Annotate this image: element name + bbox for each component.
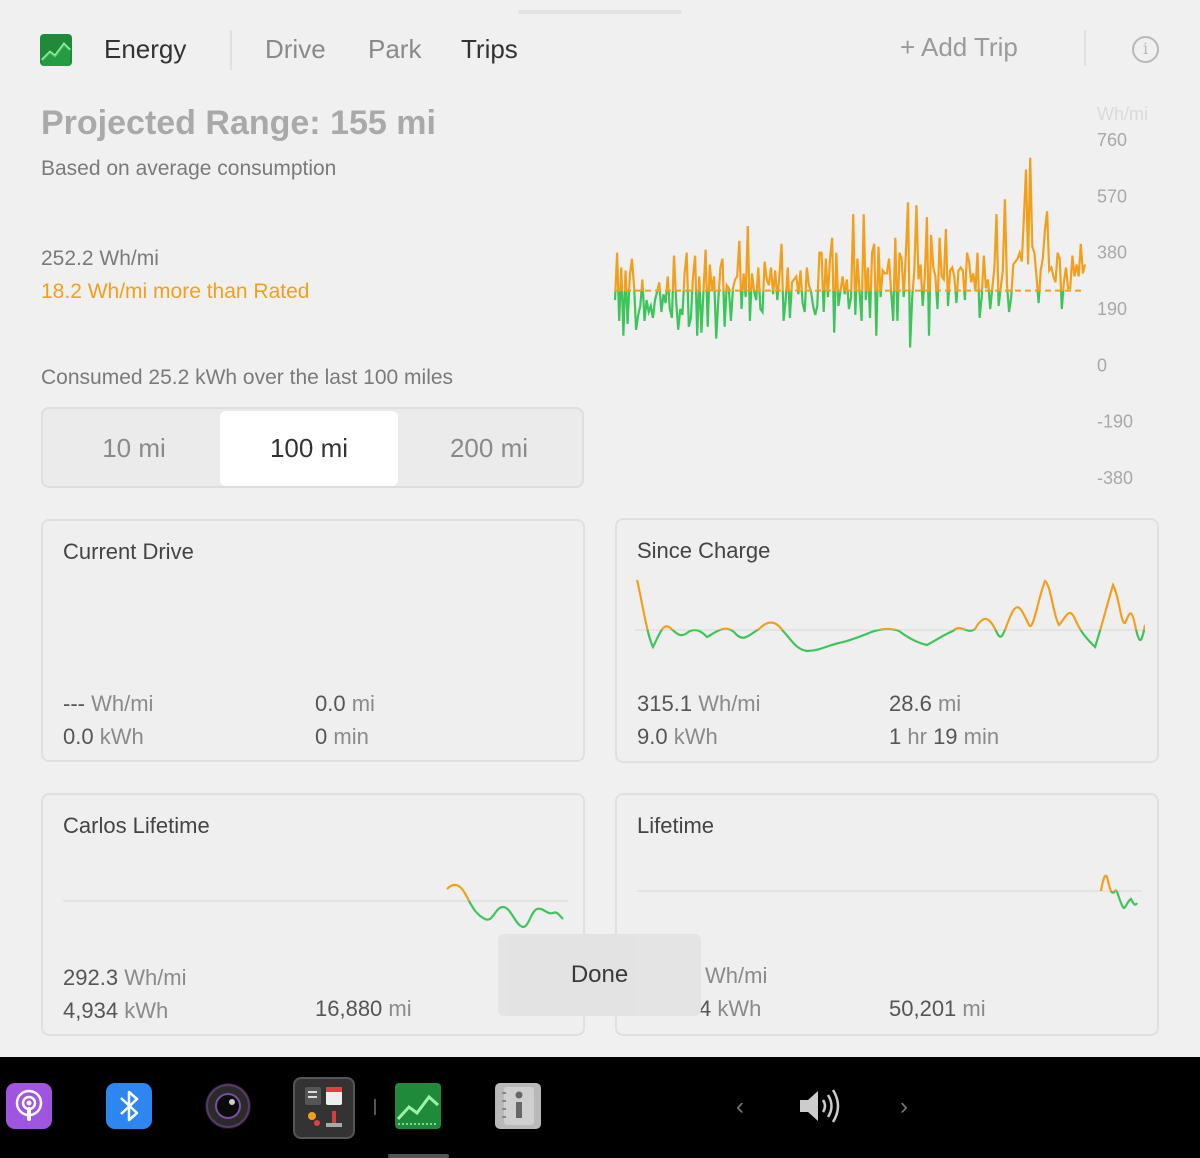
- taskbar-divider: [374, 1099, 376, 1115]
- distance-option-200mi[interactable]: 200 mi: [449, 433, 529, 463]
- y-tick-label: 380: [1097, 243, 1127, 263]
- y-tick-label: 0: [1097, 355, 1107, 375]
- stat-rate: --- Wh/mi: [63, 691, 154, 716]
- stat-energy: 9.0 kWh: [637, 724, 718, 749]
- energy-app-icon: [40, 34, 72, 66]
- sheet-drag-handle[interactable]: [518, 10, 682, 14]
- toybox-icon[interactable]: [293, 1077, 355, 1139]
- lifetime-sparkline: [637, 874, 1142, 909]
- y-axis-unit-label: Wh/mi: [1097, 104, 1148, 124]
- card-current-drive[interactable]: Current Drive --- Wh/mi 0.0 kWh 0.0 mi 0…: [41, 519, 585, 762]
- consumption-line-above-rated: [614, 157, 1087, 291]
- since-charge-sparkline: [635, 579, 1145, 653]
- projected-range-subtitle: Based on average consumption: [41, 157, 337, 180]
- consumption-chart: Wh/mi 760 570 380 190 0 -190 -380: [613, 104, 1148, 488]
- carlos-lifetime-sparkline: [63, 883, 568, 929]
- consumption-line-below-rated: [613, 290, 1065, 348]
- bluetooth-icon[interactable]: [106, 1083, 152, 1129]
- energy-header: Energy Drive Park Trips + Add Trip i: [0, 0, 1200, 100]
- y-tick-label: 760: [1097, 130, 1127, 150]
- stat-distance: 0.0 mi: [315, 691, 375, 716]
- tab-park[interactable]: Park: [368, 34, 422, 64]
- projected-range-title: Projected Range: 155 mi: [41, 104, 436, 142]
- info-icon[interactable]: i: [1132, 36, 1159, 63]
- tab-trips[interactable]: Trips: [461, 34, 518, 64]
- y-tick-label: -190: [1097, 412, 1133, 432]
- manual-icon[interactable]: [495, 1083, 541, 1129]
- done-button[interactable]: Done: [498, 934, 701, 1016]
- stat-energy: 4,934 kWh: [63, 998, 169, 1023]
- y-tick-label: 190: [1097, 299, 1127, 319]
- average-consumption: 252.2 Wh/mi: [41, 247, 159, 270]
- card-title: Since Charge: [637, 538, 771, 563]
- stat-distance: 28.6 mi: [889, 691, 962, 716]
- stat-rate: 292.3 Wh/mi: [63, 965, 187, 990]
- card-carlos-lifetime[interactable]: Carlos Lifetime 292.3 Wh/mi 4,934 kWh 16…: [41, 793, 585, 1036]
- add-trip-button[interactable]: + Add Trip: [900, 32, 1018, 62]
- camera-icon[interactable]: [205, 1083, 251, 1129]
- stat-energy: 0.0 kWh: [63, 724, 144, 749]
- taskbar: ‹ ›: [0, 1057, 1200, 1158]
- stat-time: 1 hr 19 min: [889, 724, 1000, 749]
- tab-drive[interactable]: Drive: [265, 34, 326, 64]
- stat-time: 0 min: [315, 724, 369, 749]
- energy-app-icon[interactable]: [395, 1083, 441, 1129]
- header-divider: [1084, 30, 1086, 66]
- card-title: Carlos Lifetime: [63, 813, 210, 838]
- active-app-indicator: [388, 1154, 449, 1158]
- app-title: Energy: [104, 34, 187, 64]
- volume-icon[interactable]: [796, 1083, 850, 1129]
- rated-comparison: 18.2 Wh/mi more than Rated: [41, 280, 310, 303]
- media-previous-arrow[interactable]: ‹: [736, 1093, 744, 1120]
- distance-option-100mi[interactable]: 100 mi: [220, 411, 398, 486]
- stat-distance: 50,201 mi: [889, 996, 986, 1021]
- card-since-charge[interactable]: Since Charge 315.1 Wh/mi 9.0 kWh 28.6 mi…: [615, 518, 1159, 763]
- distance-option-10mi[interactable]: 10 mi: [102, 433, 166, 463]
- stat-rate: Wh/mi: [705, 963, 768, 988]
- stat-rate: 315.1 Wh/mi: [637, 691, 761, 716]
- y-tick-label: -380: [1097, 468, 1133, 488]
- y-tick-label: 570: [1097, 186, 1127, 206]
- distance-selector: 10 mi 100 mi 200 mi: [41, 407, 584, 488]
- stat-distance: 16,880 mi: [315, 996, 412, 1021]
- card-lifetime[interactable]: Lifetime Wh/mi 4 kWh 50,201 mi: [615, 793, 1159, 1036]
- media-next-arrow[interactable]: ›: [900, 1093, 908, 1120]
- consumed-summary: Consumed 25.2 kWh over the last 100 mile…: [41, 366, 454, 389]
- header-divider: [230, 30, 232, 70]
- podcasts-icon[interactable]: [6, 1083, 52, 1129]
- y-axis-ticks: 760 570 380 190 0 -190 -380: [1097, 130, 1133, 488]
- card-title: Lifetime: [637, 813, 715, 838]
- stat-energy: 4 kWh: [699, 996, 762, 1021]
- card-title: Current Drive: [63, 539, 194, 564]
